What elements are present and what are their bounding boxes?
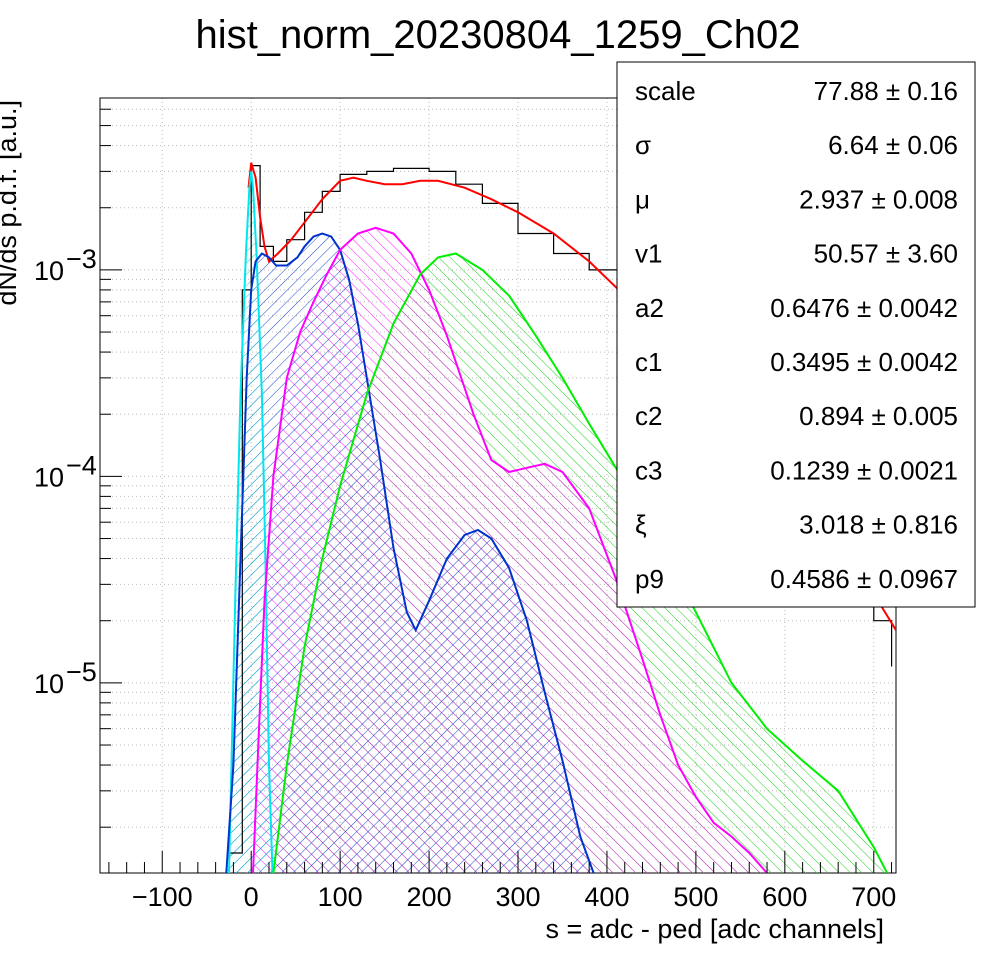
y-tick-exponent: −4 <box>66 450 97 480</box>
x-tick-label: 0 <box>244 882 259 912</box>
series-3-line <box>225 232 595 873</box>
x-tick-label: −100 <box>132 882 193 912</box>
stat-value: 50.57 ± 3.60 <box>814 239 958 269</box>
series-4-line <box>252 226 768 873</box>
y-tick-label: 10 <box>34 256 64 286</box>
y-axis: 10−310−410−5 <box>34 108 122 828</box>
stat-name: v1 <box>635 239 662 269</box>
stat-name: c1 <box>635 347 662 377</box>
y-tick-label: 10 <box>34 462 64 492</box>
x-tick-label: 300 <box>495 882 540 912</box>
x-tick-label: 100 <box>318 882 363 912</box>
stat-value: 0.4586 ± 0.0967 <box>770 564 958 594</box>
stat-value: 2.937 ± 0.008 <box>799 184 958 214</box>
stats-box: scale 77.88 ± 0.16 σ 6.64 ± 0.06 μ 2.937 ± 0.… <box>616 61 976 608</box>
stats-box-frame <box>616 61 976 608</box>
stat-name: p9 <box>635 564 664 594</box>
stat-value: 0.1239 ± 0.0021 <box>770 455 958 485</box>
stat-value: 0.894 ± 0.005 <box>799 401 958 431</box>
stat-name: c3 <box>635 455 662 485</box>
series-2-fill <box>228 171 273 873</box>
stat-name: scale <box>635 76 696 106</box>
stat-value: 6.64 ± 0.06 <box>828 130 958 160</box>
y-tick-exponent: −3 <box>66 244 97 274</box>
series-3-fill <box>226 233 594 873</box>
stat-value: 0.6476 ± 0.0042 <box>770 293 958 323</box>
x-axis: −100 0 100 200 300 400 500 600 700 <box>108 851 896 912</box>
x-tick-label: 200 <box>407 882 452 912</box>
x-tick-label: 600 <box>762 882 807 912</box>
series-fills <box>226 171 888 873</box>
stat-value: 0.3495 ± 0.0042 <box>770 347 958 377</box>
stat-name: σ <box>635 130 651 160</box>
x-tick-label: 500 <box>673 882 718 912</box>
stat-value: 77.88 ± 0.16 <box>814 76 958 106</box>
y-axis-title: dN/ds p.d.f. [a.u.] <box>0 100 22 306</box>
stat-name: c2 <box>635 401 662 431</box>
stat-value: 3.018 ± 0.816 <box>799 510 958 540</box>
stat-name: a2 <box>635 293 664 323</box>
x-tick-label: 400 <box>584 882 629 912</box>
stat-name: ξ <box>635 510 647 540</box>
y-tick-label: 10 <box>34 669 64 699</box>
series-5-line <box>272 252 888 873</box>
chart-title: hist_norm_20230804_1259_Ch02 <box>196 13 801 57</box>
x-tick-label: 700 <box>851 882 896 912</box>
stat-name: μ <box>635 184 650 214</box>
x-axis-title: s = adc - ped [adc channels] <box>546 914 884 944</box>
y-tick-exponent: −5 <box>66 657 97 687</box>
